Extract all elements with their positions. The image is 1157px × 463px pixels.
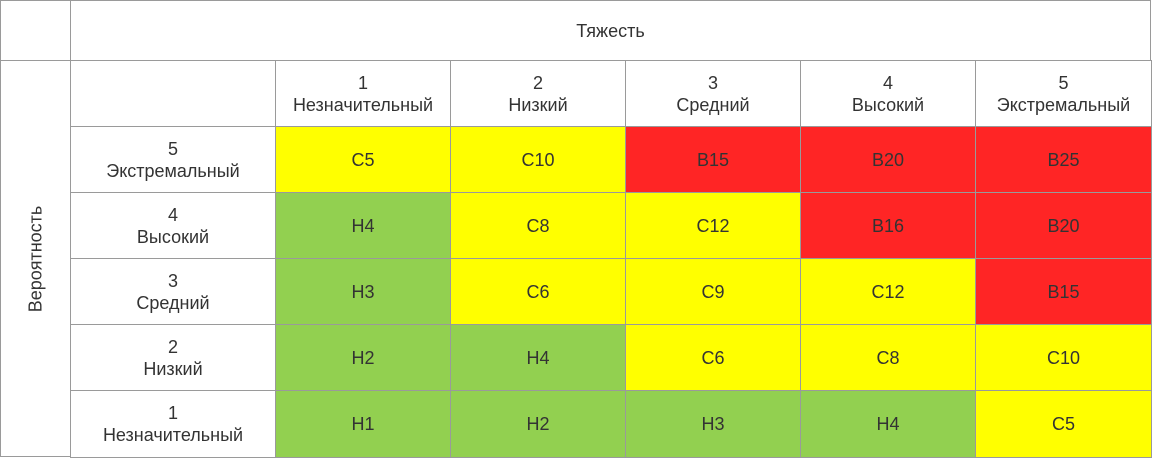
risk-cell: С10 — [450, 126, 626, 193]
level-name: Экстремальный — [106, 160, 240, 181]
severity-header-4: 4 Высокий — [800, 60, 976, 127]
risk-cell: С6 — [625, 324, 801, 391]
risk-cell: С8 — [450, 192, 626, 259]
level-name: Высокий — [851, 94, 925, 115]
level-name: Экстремальный — [996, 94, 1131, 115]
level-number: 1 — [357, 72, 368, 93]
risk-cell: С12 — [800, 258, 976, 325]
level-number: 3 — [707, 72, 718, 93]
probability-header-1: 1 Незначительный — [70, 390, 276, 458]
level-number: 4 — [167, 204, 178, 225]
risk-cell: С5 — [275, 126, 451, 193]
risk-cell: Н4 — [450, 324, 626, 391]
level-number: 2 — [167, 336, 178, 357]
level-name: Незначительный — [292, 94, 434, 115]
risk-cell: Н3 — [625, 390, 801, 458]
level-name: Низкий — [508, 94, 568, 115]
level-name: Высокий — [136, 226, 210, 247]
level-name: Низкий — [143, 358, 203, 379]
level-number: 2 — [532, 72, 543, 93]
header-corner-cell — [70, 60, 276, 127]
probability-header-2: 2 Низкий — [70, 324, 276, 391]
level-name: Средний — [136, 292, 210, 313]
risk-cell: В20 — [975, 192, 1152, 259]
level-number: 4 — [882, 72, 893, 93]
risk-cell: В20 — [800, 126, 976, 193]
level-number: 3 — [167, 270, 178, 291]
level-name: Незначительный — [102, 425, 244, 445]
risk-cell: С8 — [800, 324, 976, 391]
severity-title: Тяжесть — [70, 0, 1151, 61]
severity-header-3: 3 Средний — [625, 60, 801, 127]
risk-cell: С5 — [975, 390, 1152, 458]
risk-cell: Н4 — [800, 390, 976, 458]
level-name: Средний — [676, 94, 750, 115]
level-number: 1 — [167, 403, 178, 423]
risk-cell: С10 — [975, 324, 1152, 391]
severity-header-5: 5 Экстремальный — [975, 60, 1152, 127]
probability-title: Вероятность — [25, 205, 46, 313]
severity-header-1: 1 Незначительный — [275, 60, 451, 127]
severity-header-2: 2 Низкий — [450, 60, 626, 127]
risk-cell: Н2 — [450, 390, 626, 458]
corner-cell — [0, 0, 71, 61]
level-number: 5 — [167, 138, 178, 159]
risk-cell: С12 — [625, 192, 801, 259]
probability-header-3: 3 Средний — [70, 258, 276, 325]
risk-cell: В15 — [975, 258, 1152, 325]
risk-cell: Н4 — [275, 192, 451, 259]
risk-cell: Н3 — [275, 258, 451, 325]
risk-cell: В25 — [975, 126, 1152, 193]
risk-cell: С9 — [625, 258, 801, 325]
risk-cell: Н1 — [275, 390, 451, 458]
risk-cell: Н2 — [275, 324, 451, 391]
risk-cell: С6 — [450, 258, 626, 325]
risk-cell: В15 — [625, 126, 801, 193]
probability-header-4: 4 Высокий — [70, 192, 276, 259]
risk-cell: В16 — [800, 192, 976, 259]
probability-header-5: 5 Экстремальный — [70, 126, 276, 193]
level-number: 5 — [1058, 72, 1069, 93]
